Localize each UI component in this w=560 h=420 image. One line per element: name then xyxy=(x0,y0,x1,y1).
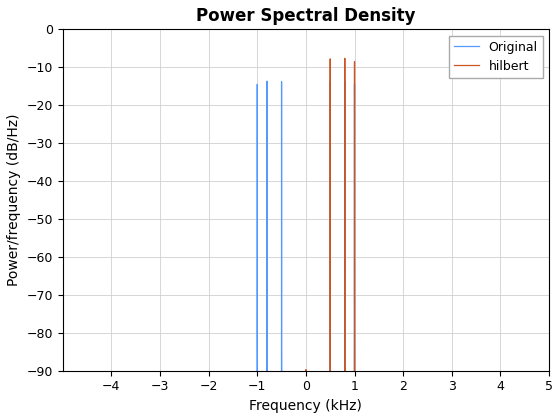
Original xyxy=(264,79,270,84)
Line: hilbert: hilbert xyxy=(63,58,549,390)
hilbert xyxy=(420,387,427,392)
hilbert xyxy=(96,387,103,392)
Line: Original: Original xyxy=(63,81,549,390)
Original xyxy=(59,387,66,392)
Title: Power Spectral Density: Power Spectral Density xyxy=(196,7,416,25)
hilbert xyxy=(512,387,519,392)
hilbert xyxy=(59,387,66,392)
Original xyxy=(420,387,427,392)
Original xyxy=(440,387,446,392)
Original xyxy=(368,387,375,392)
Y-axis label: Power/frequency (dB/Hz): Power/frequency (dB/Hz) xyxy=(7,114,21,286)
Original xyxy=(96,387,103,392)
Original xyxy=(512,387,519,392)
hilbert xyxy=(262,387,268,392)
hilbert xyxy=(368,387,375,392)
Legend: Original, hilbert: Original, hilbert xyxy=(449,36,543,78)
hilbert xyxy=(545,387,552,392)
hilbert xyxy=(342,56,348,61)
hilbert xyxy=(440,387,446,392)
X-axis label: Frequency (kHz): Frequency (kHz) xyxy=(249,399,362,413)
Original xyxy=(545,387,552,392)
Original xyxy=(262,387,268,392)
